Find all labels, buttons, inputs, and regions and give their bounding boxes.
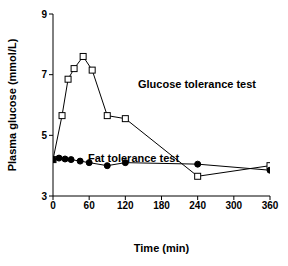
svg-text:360: 360 <box>262 200 279 211</box>
svg-text:7: 7 <box>41 69 47 80</box>
svg-text:120: 120 <box>117 200 134 211</box>
html-text:Fat tolerance test: Fat tolerance test <box>88 152 180 164</box>
svg-text:180: 180 <box>153 200 170 211</box>
svg-text:Time (min): Time (min) <box>134 242 190 254</box>
svg-text:9: 9 <box>41 9 47 20</box>
html-text:Glucose tolerance test: Glucose tolerance test <box>138 78 256 90</box>
svg-text:5: 5 <box>41 130 47 141</box>
svg-text:0: 0 <box>50 200 56 211</box>
svg-text:Plasma glucose (mmol/L): Plasma glucose (mmol/L) <box>8 38 18 171</box>
svg-text:300: 300 <box>225 200 242 211</box>
svg-text:60: 60 <box>84 200 96 211</box>
svg-text:240: 240 <box>189 200 206 211</box>
svg-text:3: 3 <box>41 191 47 202</box>
